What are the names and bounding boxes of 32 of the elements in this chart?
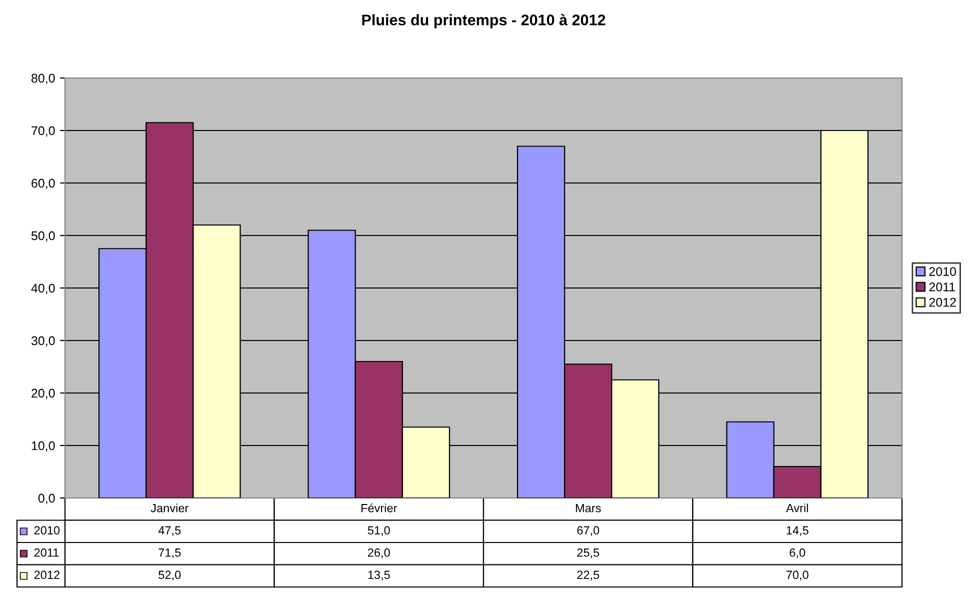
legend-label: 2011 [34, 548, 59, 557]
x-tick-label: Avril [786, 504, 808, 512]
y-tick-label: 70,0 [32, 126, 55, 137]
data-label: 70,0 [786, 570, 808, 580]
y-tick-label: 40,0 [31, 284, 55, 294]
y-tick-label: 50,0 [31, 231, 55, 242]
data-label: 14,5 [786, 526, 808, 536]
x-tick-label: Janvier [150, 504, 188, 512]
data-label: 71,5 [158, 548, 181, 558]
x-tick-label: Mars [576, 504, 601, 512]
data-label: 51,0 [368, 526, 390, 536]
data-label: 67,0 [577, 526, 600, 536]
data-label: 26,0 [368, 548, 390, 558]
data-label: 6,0 [790, 548, 806, 558]
y-tick-label: 10,0 [32, 441, 55, 452]
data-label: 25,5 [577, 548, 600, 558]
y-tick-label: 0,0 [38, 494, 55, 504]
text: 2012 [34, 570, 60, 580]
x-tick-label: Février [361, 503, 398, 512]
chart-title: Pluies du printemps - 2010 à 2012 [362, 14, 606, 28]
y-tick-label: 30,0 [31, 336, 55, 347]
data-label: 22,5 [577, 570, 600, 580]
text: 2010 [929, 267, 956, 276]
legend-label: 2012 [929, 298, 956, 307]
y-tick-label: 60,0 [32, 178, 55, 190]
data-label: 52,0 [158, 570, 181, 580]
data-label: 47,5 [158, 526, 181, 536]
legend-label: 2010 [34, 526, 60, 535]
text: 2011 [929, 282, 955, 292]
y-tick-label: 80,0 [31, 74, 55, 84]
data-label: 13,5 [368, 570, 390, 580]
y-tick-label: 20,0 [32, 388, 55, 400]
